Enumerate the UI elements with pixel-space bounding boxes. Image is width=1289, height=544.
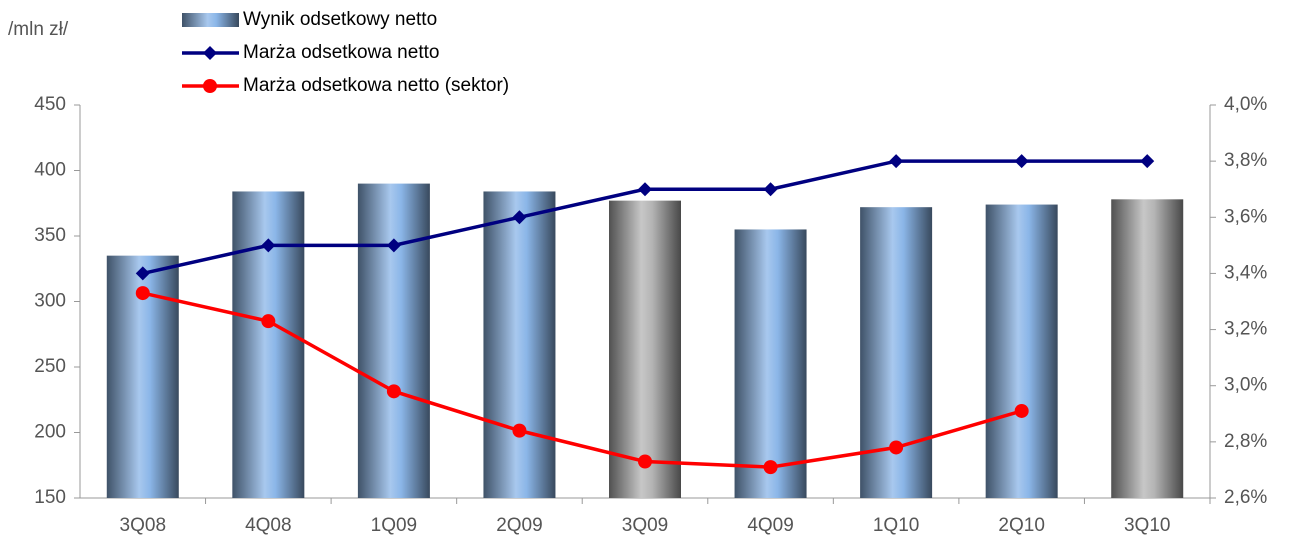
point (889, 154, 904, 169)
legend-marker (203, 79, 217, 93)
x-tick-label: 2Q09 (496, 515, 542, 536)
point (512, 210, 527, 225)
y2-tick-label: 3,4% (1224, 262, 1267, 283)
x-tick-label: 3Q10 (1124, 515, 1170, 536)
y2-tick-label: 3,2% (1224, 319, 1267, 340)
legend-marker (203, 46, 217, 60)
point (1140, 154, 1155, 169)
point (1014, 403, 1029, 418)
legend-item: Marża odsetkowa netto (sektor) (182, 75, 509, 96)
x-tick-label: 1Q09 (371, 515, 417, 536)
bar (734, 229, 807, 498)
x-tick-label: 2Q10 (998, 515, 1044, 536)
y-tick-label: 200 (34, 422, 66, 443)
y-tick-label: 300 (34, 291, 66, 312)
point (763, 460, 778, 475)
legend-label: Marża odsetkowa netto (243, 42, 439, 63)
y2-tick-label: 4,0% (1224, 94, 1267, 115)
point (638, 182, 652, 197)
point (135, 266, 150, 281)
bar (357, 183, 430, 498)
bar (1111, 199, 1184, 498)
point (135, 286, 150, 301)
point (1014, 154, 1029, 169)
x-tick-label: 4Q09 (747, 515, 793, 536)
bar (609, 200, 681, 498)
x-tick-label: 4Q08 (245, 515, 291, 536)
y-tick-label: 450 (34, 94, 66, 115)
x-tick-label: 3Q08 (120, 515, 166, 536)
point (386, 238, 401, 253)
x-tick-label: 3Q09 (622, 515, 668, 536)
legend-label: Marża odsetkowa netto (sektor) (243, 75, 509, 96)
y2-tick-label: 2,6% (1224, 487, 1267, 508)
y2-tick-label: 2,8% (1224, 431, 1267, 452)
point (889, 440, 904, 455)
y-tick-label: 250 (34, 356, 66, 377)
unit-label: /mln zł/ (8, 19, 69, 40)
y2-tick-label: 3,0% (1224, 375, 1267, 396)
x-tick-label: 1Q10 (873, 515, 919, 536)
legend-label: Wynik odsetkowy netto (243, 9, 437, 30)
point (512, 423, 527, 438)
point (386, 384, 401, 399)
bar (483, 191, 556, 498)
point (763, 182, 778, 197)
point (638, 454, 652, 469)
bar (232, 191, 305, 498)
legend-item: Marża odsetkowa netto (182, 42, 439, 63)
bar (985, 204, 1058, 498)
legend-item: Wynik odsetkowy netto (182, 9, 437, 30)
y2-tick-label: 3,6% (1224, 206, 1267, 227)
line (142, 291, 1023, 469)
point (261, 314, 276, 329)
y2-tick-label: 3,8% (1224, 150, 1267, 171)
y-tick-label: 350 (34, 225, 66, 246)
point (261, 238, 276, 253)
y-tick-label: 400 (34, 160, 66, 181)
legend-swatch (182, 13, 239, 27)
y-tick-label: 150 (34, 487, 66, 508)
